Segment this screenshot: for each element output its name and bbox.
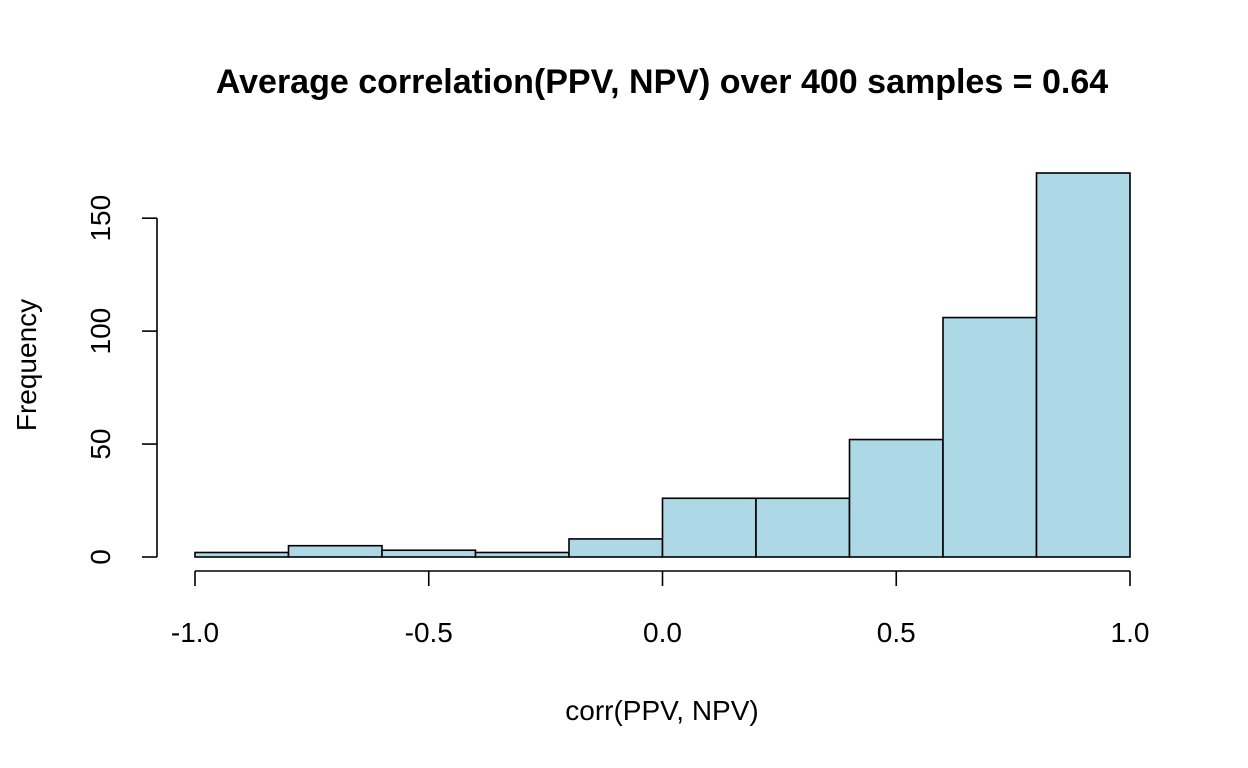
y-tick-label: 0 bbox=[85, 549, 116, 565]
histogram-bar-0 bbox=[194, 551, 290, 558]
chart-title: Average correlation(PPV, NPV) over 400 s… bbox=[216, 63, 1108, 101]
y-axis: 0 50 100 150 bbox=[85, 195, 158, 565]
x-tick-label: -0.5 bbox=[405, 617, 453, 648]
x-tick-label: 0.5 bbox=[877, 617, 916, 648]
histogram-bar-1 bbox=[287, 544, 383, 558]
x-tick-label: -1.0 bbox=[171, 617, 219, 648]
histogram-bar-2 bbox=[381, 549, 477, 558]
histogram-bar-9 bbox=[1035, 172, 1131, 558]
y-tick-label: 50 bbox=[85, 428, 116, 459]
histogram-bars bbox=[194, 172, 1131, 558]
histogram-bar-4 bbox=[568, 538, 664, 558]
y-axis-label: Frequency bbox=[11, 299, 42, 431]
histogram-bar-3 bbox=[474, 551, 570, 558]
histogram-bar-5 bbox=[661, 497, 757, 558]
histogram-bar-6 bbox=[755, 497, 851, 558]
y-tick-label: 150 bbox=[85, 195, 116, 242]
histogram-bar-7 bbox=[848, 438, 944, 558]
x-tick-label: 1.0 bbox=[1111, 617, 1150, 648]
x-axis: -1.0 -0.5 0.0 0.5 1.0 bbox=[171, 570, 1150, 648]
y-tick-label: 100 bbox=[85, 308, 116, 355]
histogram-bar-8 bbox=[942, 316, 1038, 558]
x-axis-label: corr(PPV, NPV) bbox=[565, 695, 758, 726]
x-tick-label: 0.0 bbox=[643, 617, 682, 648]
